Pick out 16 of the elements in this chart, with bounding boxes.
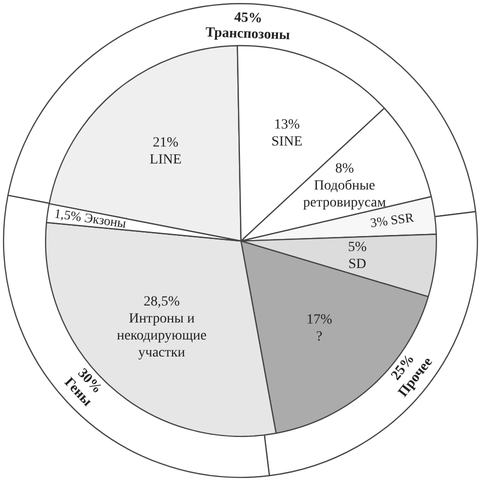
slice-label: SINE (270, 134, 302, 149)
data-label: 45% (234, 10, 263, 26)
slice-label: Интроны и некодирующие участки (116, 311, 206, 360)
slice-label: LINE (149, 152, 182, 167)
slice-label: 3% SSR (368, 209, 414, 230)
data-label: 21% (152, 134, 178, 150)
data-label: 13% (274, 116, 300, 132)
data-label: 5% (347, 240, 366, 255)
data-label: 8% (334, 161, 354, 176)
data-label: 17% (306, 312, 332, 327)
data-label: 28,5% (143, 294, 180, 310)
slice-label: 1,5% Экзоны (52, 205, 127, 230)
slice-label: SD (348, 256, 366, 272)
slice-label: ? (316, 328, 322, 344)
slice-label: Подобные ретровирусам (302, 178, 386, 210)
slice-label: Транспозоны (205, 25, 290, 44)
